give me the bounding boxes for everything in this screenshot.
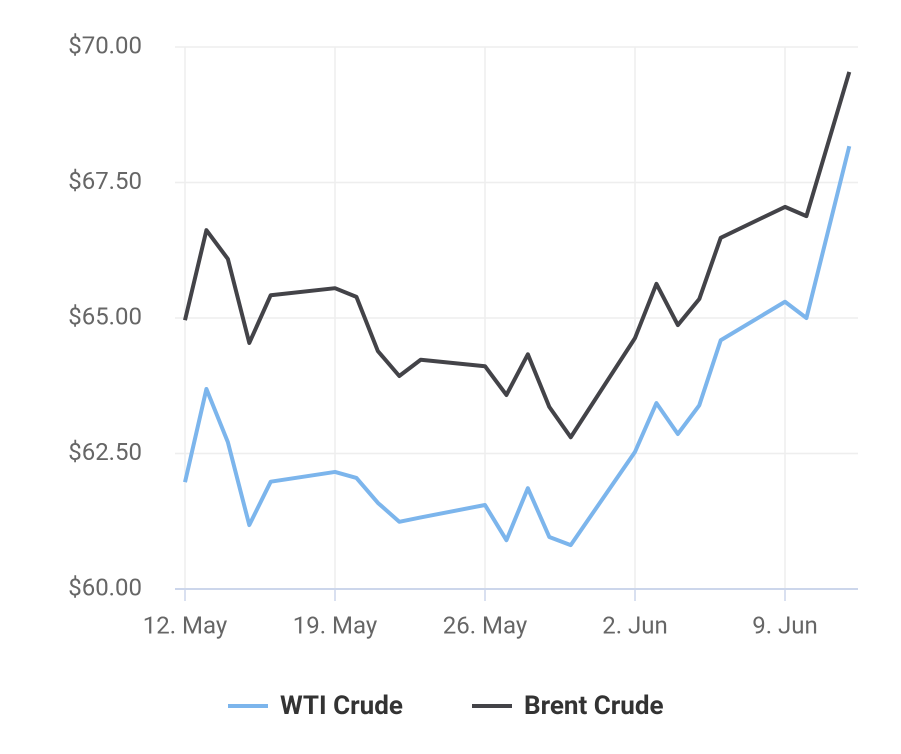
x-tick-label: 26. May xyxy=(443,611,528,639)
y-tick-label: $67.50 xyxy=(68,167,142,195)
y-tick-label: $60.00 xyxy=(68,573,142,601)
x-tick-label: 9. Jun xyxy=(752,611,818,639)
legend-label[interactable]: Brent Crude xyxy=(524,691,664,721)
y-tick-label: $65.00 xyxy=(68,302,142,330)
y-tick-label: $62.50 xyxy=(68,438,142,466)
x-tick-label: 19. May xyxy=(293,611,378,639)
x-tick-label: 12. May xyxy=(143,611,228,639)
y-tick-label: $70.00 xyxy=(68,31,142,59)
line xyxy=(183,71,852,440)
line xyxy=(183,145,852,548)
x-tick-label: 2. Jun xyxy=(602,611,668,639)
legend-label[interactable]: WTI Crude xyxy=(280,691,403,721)
